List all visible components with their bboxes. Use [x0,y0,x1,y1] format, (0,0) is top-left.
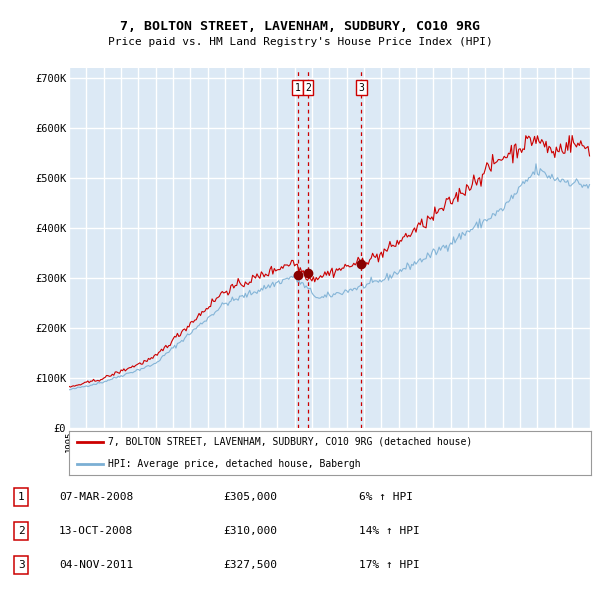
Text: 13-OCT-2008: 13-OCT-2008 [59,526,133,536]
Text: Price paid vs. HM Land Registry's House Price Index (HPI): Price paid vs. HM Land Registry's House … [107,38,493,47]
Text: 07-MAR-2008: 07-MAR-2008 [59,492,133,502]
Text: 3: 3 [358,83,364,93]
Text: 1: 1 [295,83,301,93]
Text: HPI: Average price, detached house, Babergh: HPI: Average price, detached house, Babe… [108,459,361,469]
Text: 3: 3 [18,560,25,570]
Text: 04-NOV-2011: 04-NOV-2011 [59,560,133,570]
Text: £310,000: £310,000 [224,526,278,536]
Text: 2: 2 [18,526,25,536]
Text: 2: 2 [305,83,311,93]
Text: 7, BOLTON STREET, LAVENHAM, SUDBURY, CO10 9RG: 7, BOLTON STREET, LAVENHAM, SUDBURY, CO1… [120,20,480,33]
Text: 17% ↑ HPI: 17% ↑ HPI [359,560,419,570]
Bar [585,68,591,428]
Text: 7, BOLTON STREET, LAVENHAM, SUDBURY, CO10 9RG (detached house): 7, BOLTON STREET, LAVENHAM, SUDBURY, CO1… [108,437,472,447]
Text: £305,000: £305,000 [224,492,278,502]
Text: 1: 1 [18,492,25,502]
Text: 6% ↑ HPI: 6% ↑ HPI [359,492,413,502]
Text: £327,500: £327,500 [224,560,278,570]
Text: 14% ↑ HPI: 14% ↑ HPI [359,526,419,536]
